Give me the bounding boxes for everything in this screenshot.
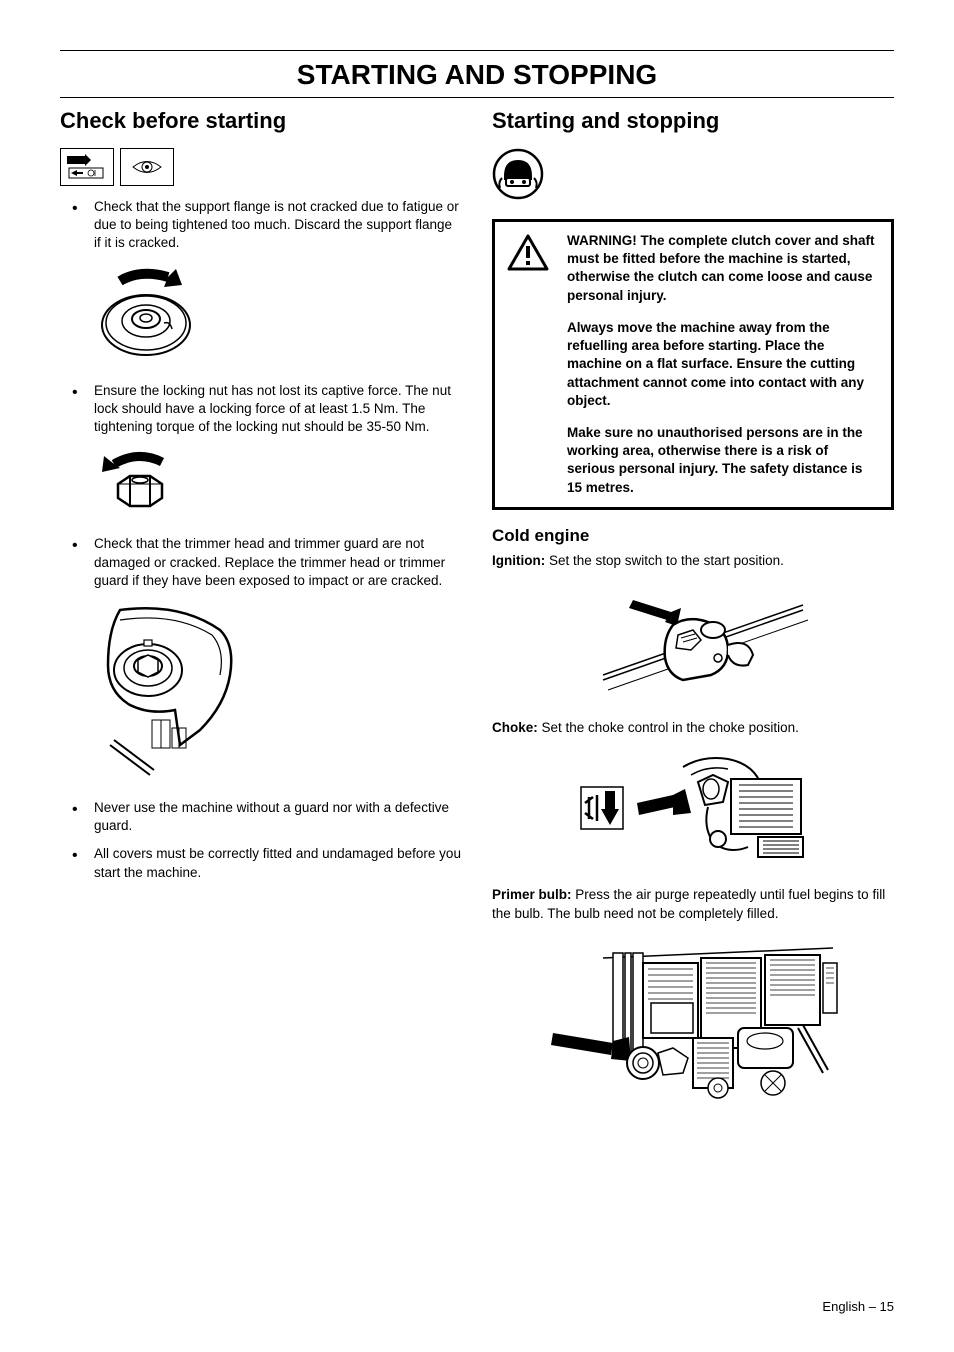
check-before-heading: Check before starting (60, 108, 462, 134)
cold-engine-heading: Cold engine (492, 526, 894, 546)
bullet-locking-nut: Ensure the locking nut has not lost its … (72, 382, 462, 437)
warning-content: WARNING! The complete clutch cover and s… (567, 232, 877, 497)
check-bullets-list-4: Never use the machine without a guard no… (60, 799, 462, 882)
trimmer-guard-figure (90, 600, 462, 785)
choke-text: Choke: Set the choke control in the chok… (492, 719, 894, 737)
warning-triangle-icon (507, 234, 549, 272)
safety-icons-row (60, 148, 462, 186)
primer-figure (492, 933, 894, 1108)
primer-text: Primer bulb: Press the air purge repeate… (492, 886, 894, 922)
ignition-text: Ignition: Set the stop switch to the sta… (492, 552, 894, 570)
bullet-covers: All covers must be correctly fitted and … (72, 845, 462, 881)
ignition-label: Ignition: (492, 553, 545, 568)
check-bullets-list: Check that the support flange is not cra… (60, 198, 462, 253)
left-column: Check before starting (60, 108, 462, 1122)
footer-dash: – (869, 1299, 880, 1314)
arrow-box-icon (60, 148, 114, 186)
content-columns: Check before starting (60, 108, 894, 1122)
warning-box: WARNING! The complete clutch cover and s… (492, 219, 894, 510)
warning-p3: Make sure no unauthorised persons are in… (567, 424, 877, 497)
check-bullets-list-3: Check that the trimmer head and trimmer … (60, 535, 462, 590)
title-rule (60, 97, 894, 98)
right-column: Starting and stopping WARN (492, 108, 894, 1122)
target-icon (120, 148, 174, 186)
page-footer: English – 15 (822, 1299, 894, 1314)
ignition-body: Set the stop switch to the start positio… (545, 553, 784, 568)
warning-p2: Always move the machine away from the re… (567, 319, 877, 410)
bullet-trimmer-head: Check that the trimmer head and trimmer … (72, 535, 462, 590)
bullet-no-guard: Never use the machine without a guard no… (72, 799, 462, 835)
primer-label: Primer bulb: (492, 887, 572, 902)
choke-label: Choke: (492, 720, 538, 735)
check-bullets-list-2: Ensure the locking nut has not lost its … (60, 382, 462, 437)
page-title: STARTING AND STOPPING (60, 59, 894, 91)
helmet-icon (492, 148, 894, 205)
choke-body: Set the choke control in the choke posit… (538, 720, 799, 735)
footer-page-num: 15 (880, 1299, 894, 1314)
bullet-flange: Check that the support flange is not cra… (72, 198, 462, 253)
choke-figure (492, 747, 894, 872)
nut-figure (90, 446, 462, 521)
ignition-figure (492, 580, 894, 705)
flange-figure (90, 263, 462, 368)
warning-p1: WARNING! The complete clutch cover and s… (567, 232, 877, 305)
top-rule (60, 50, 894, 51)
footer-language: English (822, 1299, 865, 1314)
starting-stopping-heading: Starting and stopping (492, 108, 894, 134)
